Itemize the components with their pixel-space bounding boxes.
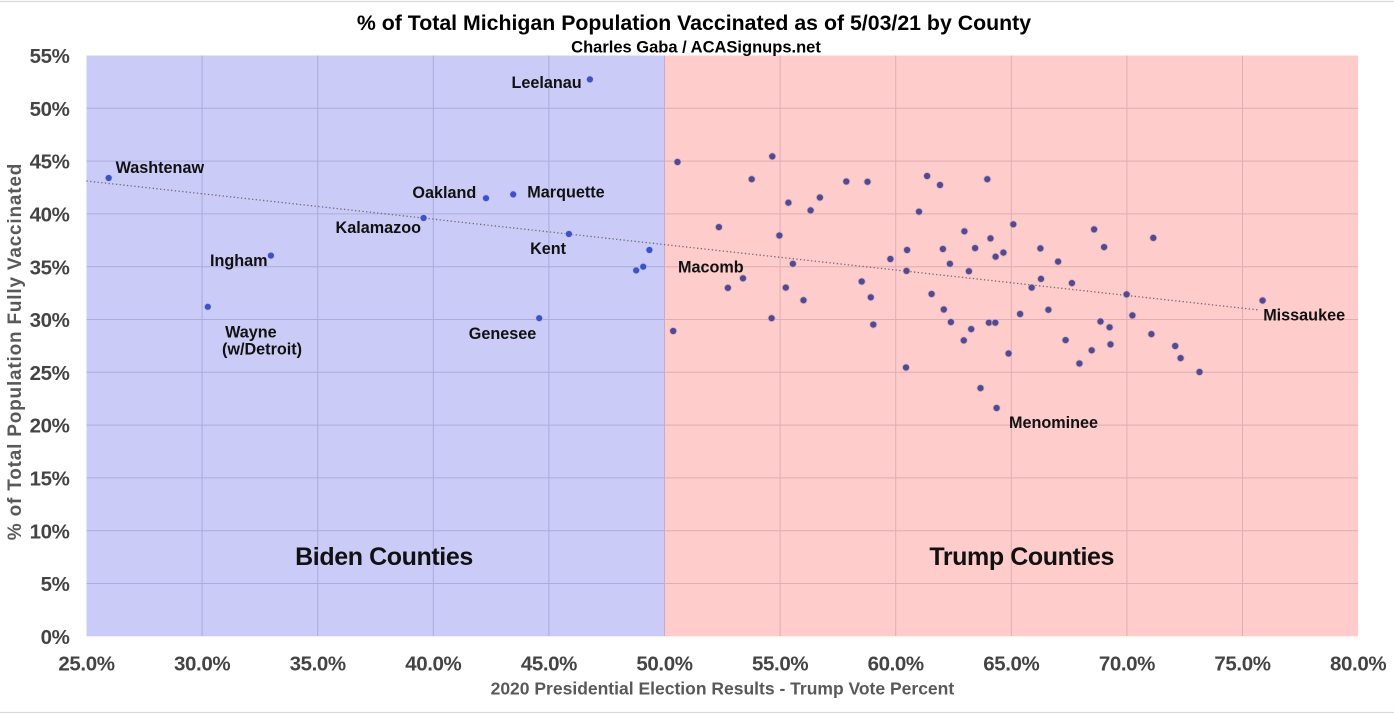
svg-text:Charles Gaba / ACASignups.net: Charles Gaba / ACASignups.net [571,38,821,56]
svg-text:55%: 55% [30,45,70,68]
svg-text:50.0%: 50.0% [636,653,692,676]
svg-text:15%: 15% [30,468,70,491]
svg-text:80.0%: 80.0% [1330,653,1386,676]
svg-text:10%: 10% [30,520,70,543]
svg-text:Washtenaw: Washtenaw [116,159,205,177]
svg-text:Genesee: Genesee [469,325,537,343]
svg-text:Missaukee: Missaukee [1263,307,1345,325]
svg-text:Kent: Kent [530,240,567,258]
svg-text:75.0%: 75.0% [1214,653,1270,676]
svg-text:40%: 40% [30,204,70,227]
svg-text:% of Total Population Fully Va: % of Total Population Fully Vaccinated [5,163,26,540]
svg-text:Wayne: Wayne [225,323,277,341]
svg-text:Ingham: Ingham [210,252,268,270]
svg-text:% of Total Michigan Population: % of Total Michigan Population Vaccinate… [357,11,1031,35]
svg-text:65.0%: 65.0% [983,653,1039,676]
svg-text:30%: 30% [30,309,70,332]
svg-text:Menominee: Menominee [1009,414,1098,432]
svg-text:Marquette: Marquette [527,184,604,202]
svg-text:25%: 25% [30,362,70,385]
svg-text:Kalamazoo: Kalamazoo [336,219,422,237]
svg-text:Trump Counties: Trump Counties [929,543,1114,571]
svg-text:35%: 35% [30,256,70,279]
svg-text:Oakland: Oakland [412,184,476,202]
svg-text:Macomb: Macomb [678,259,744,277]
svg-text:35.0%: 35.0% [290,653,346,676]
svg-text:70.0%: 70.0% [1099,653,1155,676]
svg-text:45.0%: 45.0% [521,653,577,676]
svg-text:5%: 5% [41,573,70,596]
svg-text:25.0%: 25.0% [58,653,114,676]
svg-text:55.0%: 55.0% [752,653,808,676]
svg-text:(w/Detroit): (w/Detroit) [222,341,302,359]
svg-text:50%: 50% [30,98,70,121]
svg-text:45%: 45% [30,151,70,174]
svg-text:Biden Counties: Biden Counties [295,543,473,571]
svg-text:40.0%: 40.0% [405,653,461,676]
svg-text:2020 Presidential Election Res: 2020 Presidential Election Results - Tru… [491,679,955,699]
svg-text:0%: 0% [41,626,70,649]
svg-text:30.0%: 30.0% [174,653,230,676]
svg-text:Leelanau: Leelanau [512,74,582,92]
svg-text:20%: 20% [30,415,70,438]
svg-text:60.0%: 60.0% [868,653,924,676]
